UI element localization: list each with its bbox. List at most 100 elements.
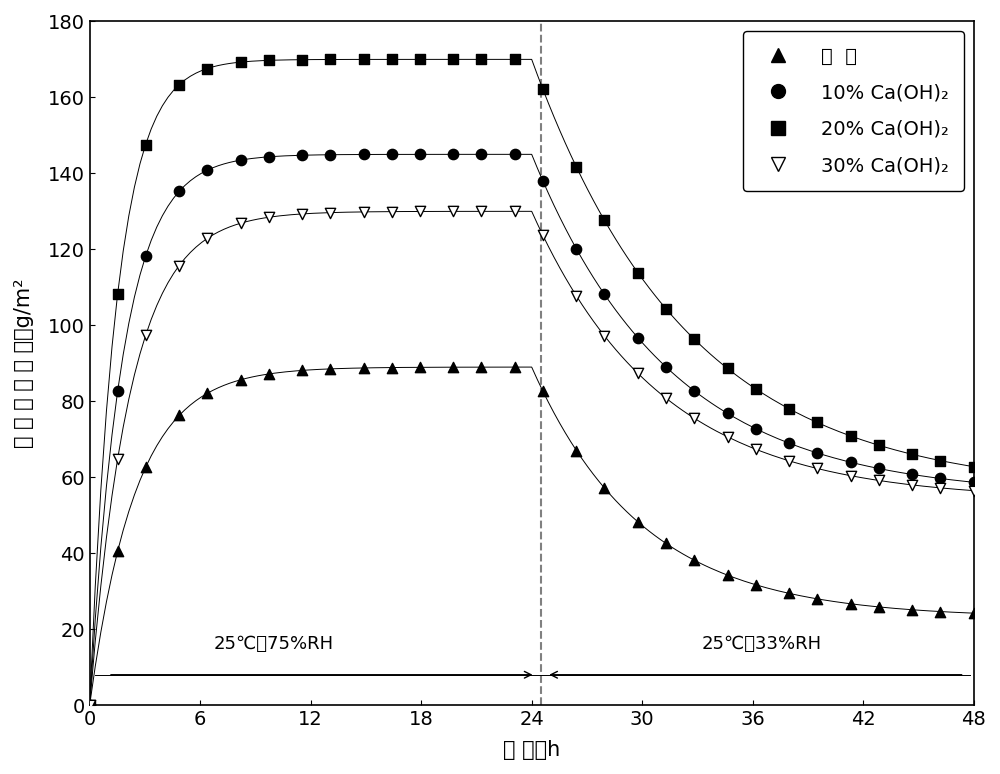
Point xyxy=(138,139,154,151)
Point xyxy=(781,402,797,415)
Point xyxy=(535,229,551,241)
Point xyxy=(445,361,461,373)
Point xyxy=(412,205,428,217)
Point xyxy=(748,443,764,455)
Point xyxy=(110,545,126,557)
Point xyxy=(199,164,215,176)
Point xyxy=(384,148,400,160)
Point xyxy=(138,329,154,341)
Point xyxy=(322,363,338,375)
Point xyxy=(720,362,736,375)
Point xyxy=(630,367,646,379)
Point xyxy=(596,330,612,342)
Point xyxy=(261,151,277,163)
Point xyxy=(507,53,523,66)
Point xyxy=(110,453,126,465)
Point xyxy=(294,149,310,162)
Point xyxy=(171,78,187,91)
Point xyxy=(904,468,920,481)
Text: 25℃，75%RH: 25℃，75%RH xyxy=(214,635,334,653)
Point xyxy=(568,289,584,302)
Point xyxy=(233,154,249,166)
Point xyxy=(720,569,736,581)
Point xyxy=(473,205,489,217)
Point xyxy=(294,207,310,220)
Point xyxy=(356,149,372,161)
Point xyxy=(412,148,428,160)
Point xyxy=(445,53,461,66)
Point xyxy=(781,454,797,467)
Point xyxy=(748,578,764,591)
Point xyxy=(720,407,736,420)
Point xyxy=(966,476,982,488)
Point xyxy=(322,53,338,66)
Point xyxy=(781,587,797,600)
Point xyxy=(904,604,920,616)
Point xyxy=(82,699,98,711)
Point xyxy=(932,472,948,485)
Point xyxy=(871,462,887,474)
Point xyxy=(843,470,859,482)
Point xyxy=(507,148,523,160)
Point xyxy=(809,447,825,459)
Point xyxy=(473,361,489,373)
Point xyxy=(966,607,982,619)
Point xyxy=(233,56,249,68)
Point xyxy=(596,481,612,494)
Point xyxy=(412,53,428,66)
Point xyxy=(658,303,674,315)
Point xyxy=(138,461,154,474)
Point xyxy=(871,601,887,613)
Point xyxy=(356,206,372,218)
Point xyxy=(596,214,612,227)
Point xyxy=(384,53,400,66)
Point xyxy=(445,205,461,217)
Point xyxy=(535,175,551,187)
Point xyxy=(233,374,249,386)
X-axis label: 时 间，h: 时 间，h xyxy=(503,740,560,760)
Point xyxy=(932,605,948,618)
Point xyxy=(568,444,584,457)
Point xyxy=(686,333,702,345)
Point xyxy=(535,385,551,397)
Point xyxy=(596,288,612,300)
Point xyxy=(568,243,584,255)
Point xyxy=(356,53,372,66)
Point xyxy=(171,409,187,422)
Point xyxy=(261,368,277,380)
Legend: 原  料, 10% Ca(OH)₂, 20% Ca(OH)₂, 30% Ca(OH)₂: 原 料, 10% Ca(OH)₂, 20% Ca(OH)₂, 30% Ca(OH… xyxy=(743,31,964,190)
Point xyxy=(294,365,310,377)
Point xyxy=(720,430,736,443)
Point xyxy=(686,385,702,397)
Point xyxy=(384,361,400,374)
Point xyxy=(82,699,98,711)
Point xyxy=(686,554,702,567)
Point xyxy=(445,148,461,160)
Point xyxy=(110,385,126,397)
Point xyxy=(904,448,920,461)
Point xyxy=(748,423,764,435)
Point xyxy=(384,205,400,217)
Point xyxy=(843,430,859,442)
Point xyxy=(199,387,215,399)
Point xyxy=(82,699,98,711)
Point xyxy=(261,54,277,67)
Point xyxy=(507,361,523,373)
Point xyxy=(932,481,948,494)
Point xyxy=(356,361,372,374)
Point xyxy=(686,412,702,424)
Point xyxy=(809,416,825,429)
Point xyxy=(966,485,982,497)
Point xyxy=(473,148,489,160)
Point xyxy=(748,382,764,395)
Point xyxy=(843,456,859,468)
Point xyxy=(809,462,825,474)
Point xyxy=(412,361,428,374)
Point xyxy=(630,266,646,279)
Point xyxy=(171,185,187,197)
Point xyxy=(630,332,646,344)
Point xyxy=(199,232,215,245)
Point xyxy=(781,437,797,450)
Point xyxy=(110,288,126,300)
Point xyxy=(630,515,646,528)
